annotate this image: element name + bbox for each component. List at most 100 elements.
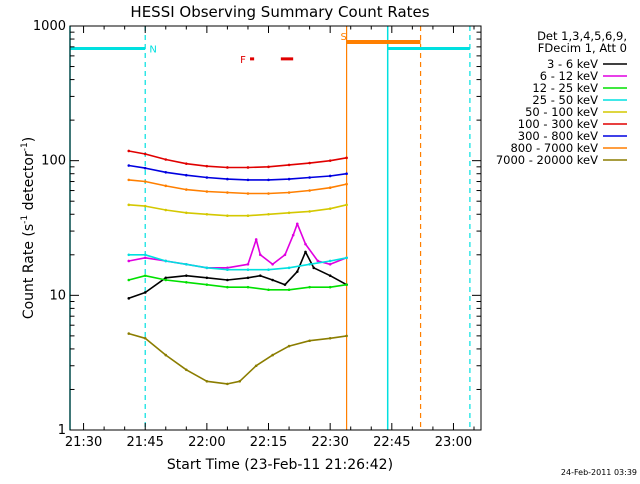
series-4-point-6	[246, 214, 250, 218]
y-axis-label-end: )	[21, 137, 37, 142]
series-3-point-6	[246, 268, 250, 272]
night-label: N	[149, 45, 156, 56]
series-2-point-10	[328, 285, 332, 289]
series-line-4	[128, 204, 347, 217]
series-5-point-10	[328, 159, 332, 162]
x-tick-label-4: 22:30	[311, 435, 348, 450]
series-6-point-10	[328, 174, 332, 178]
series-line-5	[128, 150, 347, 169]
series-7-point-2	[164, 184, 168, 188]
y-tick-label-3: 1000	[33, 19, 66, 34]
y-axis-label-mid: detector	[21, 151, 37, 215]
series-1-point-9	[271, 262, 274, 266]
series-2-point-8	[287, 288, 291, 292]
series-3-point-11	[345, 256, 348, 260]
series-1-point-12	[295, 222, 299, 226]
series-2-point-9	[308, 285, 311, 289]
series-8-point-12	[345, 334, 348, 338]
x-tick-label-0: 21:30	[65, 435, 102, 450]
series-1-point-5	[226, 266, 229, 270]
series-7-point-7	[267, 192, 270, 195]
series-4-point-10	[328, 207, 332, 210]
legend-header-2: FDecim 1, Att 0	[538, 41, 627, 55]
series-1-point-13	[304, 242, 307, 246]
series-6-point-0	[127, 164, 131, 167]
series-0-point-9	[283, 283, 287, 286]
series-7-point-11	[345, 182, 348, 186]
series-4-point-11	[345, 203, 348, 207]
series-5-point-6	[246, 166, 250, 169]
legend-label-6: 300 - 800 keV	[518, 129, 598, 143]
series-2-point-1	[143, 274, 147, 277]
flare-label: F	[240, 55, 246, 66]
series-2-point-3	[185, 280, 188, 284]
legend-label-7: 800 - 7000 keV	[510, 141, 598, 155]
series-4-point-0	[127, 203, 131, 207]
series-4-point-9	[308, 210, 311, 213]
series-7-point-4	[205, 190, 209, 193]
y-axis-label-sup1: -1	[20, 215, 30, 224]
series-1-point-10	[283, 253, 287, 257]
series-7-point-5	[226, 191, 229, 194]
series-5-point-2	[164, 158, 168, 161]
series-0-point-13	[328, 274, 332, 277]
series-5-point-5	[226, 166, 229, 169]
x-axis: 21:30 21:45 22:00 22:15 22:30 22:45 23:00	[65, 26, 475, 450]
series-2-point-5	[226, 285, 229, 289]
series-1-point-7	[254, 238, 258, 241]
series-0-point-0	[127, 297, 131, 300]
legend-label-0: 3 - 6 keV	[547, 57, 598, 71]
series-3-point-2	[164, 259, 168, 263]
series-line-2	[128, 274, 347, 291]
series-7-point-0	[127, 178, 131, 182]
x-tick-label-1: 21:45	[126, 435, 163, 450]
legend-header-1: Det 1,3,4,5,6,9,	[537, 29, 627, 43]
legend-label-5: 100 - 300 keV	[518, 117, 598, 131]
series-0-point-5	[226, 278, 229, 282]
series-0-point-10	[295, 270, 299, 273]
series-0-point-4	[205, 276, 209, 280]
series-5-point-11	[345, 156, 348, 160]
series-4-point-4	[205, 212, 209, 216]
series-1-point-11	[291, 233, 295, 237]
series-7-point-3	[185, 188, 188, 191]
legend-label-8: 7000 - 20000 keV	[496, 153, 598, 167]
series-7-point-1	[143, 180, 147, 183]
x-axis-label: Start Time (23-Feb-11 21:26:42)	[167, 457, 393, 473]
series-8-point-10	[308, 339, 311, 343]
series-5-point-0	[127, 149, 131, 153]
series-4-point-7	[267, 212, 270, 216]
y-tick-label-2: 100	[41, 154, 66, 169]
series-5-point-1	[143, 152, 147, 156]
series-line-7	[128, 179, 347, 195]
legend-label-2: 12 - 25 keV	[532, 81, 598, 95]
series-1-point-1	[143, 256, 147, 260]
series-1-point-6	[246, 262, 250, 266]
series-2-point-6	[246, 285, 250, 289]
series-1-point-0	[127, 259, 131, 263]
series-7-point-8	[287, 191, 291, 194]
series-7-point-10	[328, 186, 332, 189]
series-5-point-8	[287, 163, 291, 167]
chart-title: HESSI Observing Summary Count Rates	[130, 3, 429, 21]
legend-label-1: 6 - 12 keV	[540, 69, 598, 83]
legend: Det 1,3,4,5,6,9, FDecim 1, Att 0 3 - 6 k…	[496, 29, 627, 167]
series-line-6	[128, 164, 347, 181]
series-3-point-5	[226, 268, 229, 272]
series-8-point-2	[164, 353, 168, 357]
series-7-point-9	[308, 189, 311, 192]
series-0-point-6	[246, 276, 250, 280]
series-5-point-7	[267, 165, 270, 169]
y-tick-label-1: 10	[49, 288, 66, 303]
series-0-point-1	[143, 291, 147, 294]
series-6-point-4	[205, 176, 209, 179]
series-6-point-11	[345, 172, 348, 176]
series-6-point-6	[246, 178, 250, 182]
series-3-point-1	[143, 253, 147, 257]
legend-label-4: 50 - 100 keV	[525, 105, 598, 119]
series-8-point-6	[238, 379, 242, 383]
series-6-point-1	[143, 166, 147, 170]
series-4-point-5	[226, 214, 229, 218]
series-0-point-3	[185, 274, 188, 277]
